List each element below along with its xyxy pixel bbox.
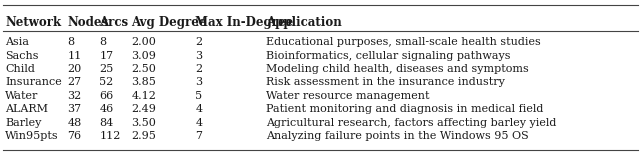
Text: Network: Network <box>5 16 61 29</box>
Text: 3.85: 3.85 <box>131 77 156 87</box>
Text: 2: 2 <box>195 64 202 74</box>
Text: 4: 4 <box>195 104 202 114</box>
Text: Patient monitoring and diagnosis in medical field: Patient monitoring and diagnosis in medi… <box>266 104 543 114</box>
Text: 4.12: 4.12 <box>131 91 156 101</box>
Text: 2.50: 2.50 <box>131 64 156 74</box>
Text: 20: 20 <box>67 64 81 74</box>
Text: Avg Degree: Avg Degree <box>131 16 207 29</box>
Text: Risk assessment in the insurance industry: Risk assessment in the insurance industr… <box>266 77 504 87</box>
Text: 11: 11 <box>67 51 81 61</box>
Text: 8: 8 <box>67 37 74 47</box>
Text: 32: 32 <box>67 91 81 101</box>
Text: 27: 27 <box>67 77 81 87</box>
Text: Water: Water <box>5 91 38 101</box>
Text: Nodes: Nodes <box>67 16 108 29</box>
Text: 8: 8 <box>99 37 106 47</box>
Text: 2.49: 2.49 <box>131 104 156 114</box>
Text: 3: 3 <box>195 51 202 61</box>
Text: 76: 76 <box>67 131 81 141</box>
Text: 2.95: 2.95 <box>131 131 156 141</box>
Text: Insurance: Insurance <box>5 77 62 87</box>
Text: 37: 37 <box>67 104 81 114</box>
Text: 3.09: 3.09 <box>131 51 156 61</box>
Text: Sachs: Sachs <box>5 51 38 61</box>
Text: 112: 112 <box>99 131 120 141</box>
Text: Bioinformatics, cellular signaling pathways: Bioinformatics, cellular signaling pathw… <box>266 51 510 61</box>
Text: Child: Child <box>5 64 35 74</box>
Text: Analyzing failure points in the Windows 95 OS: Analyzing failure points in the Windows … <box>266 131 529 141</box>
Text: 52: 52 <box>99 77 113 87</box>
Text: Water resource management: Water resource management <box>266 91 429 101</box>
Text: Modeling child health, diseases and symptoms: Modeling child health, diseases and symp… <box>266 64 529 74</box>
Text: 3.50: 3.50 <box>131 118 156 128</box>
Text: Educational purposes, small-scale health studies: Educational purposes, small-scale health… <box>266 37 540 47</box>
Text: Agricultural research, factors affecting barley yield: Agricultural research, factors affecting… <box>266 118 556 128</box>
Text: 7: 7 <box>195 131 202 141</box>
Text: 84: 84 <box>99 118 113 128</box>
Text: 5: 5 <box>195 91 202 101</box>
Text: ALARM: ALARM <box>5 104 48 114</box>
Text: 46: 46 <box>99 104 113 114</box>
Text: 4: 4 <box>195 118 202 128</box>
Text: Application: Application <box>266 16 341 29</box>
Text: 2: 2 <box>195 37 202 47</box>
Text: 2.00: 2.00 <box>131 37 156 47</box>
Text: Max In-Degree: Max In-Degree <box>195 16 294 29</box>
Text: Asia: Asia <box>5 37 29 47</box>
Text: 17: 17 <box>99 51 113 61</box>
Text: Arcs: Arcs <box>99 16 129 29</box>
Text: 66: 66 <box>99 91 113 101</box>
Text: 25: 25 <box>99 64 113 74</box>
Text: 3: 3 <box>195 77 202 87</box>
Text: 48: 48 <box>67 118 81 128</box>
Text: Barley: Barley <box>5 118 42 128</box>
Text: Win95pts: Win95pts <box>5 131 59 141</box>
